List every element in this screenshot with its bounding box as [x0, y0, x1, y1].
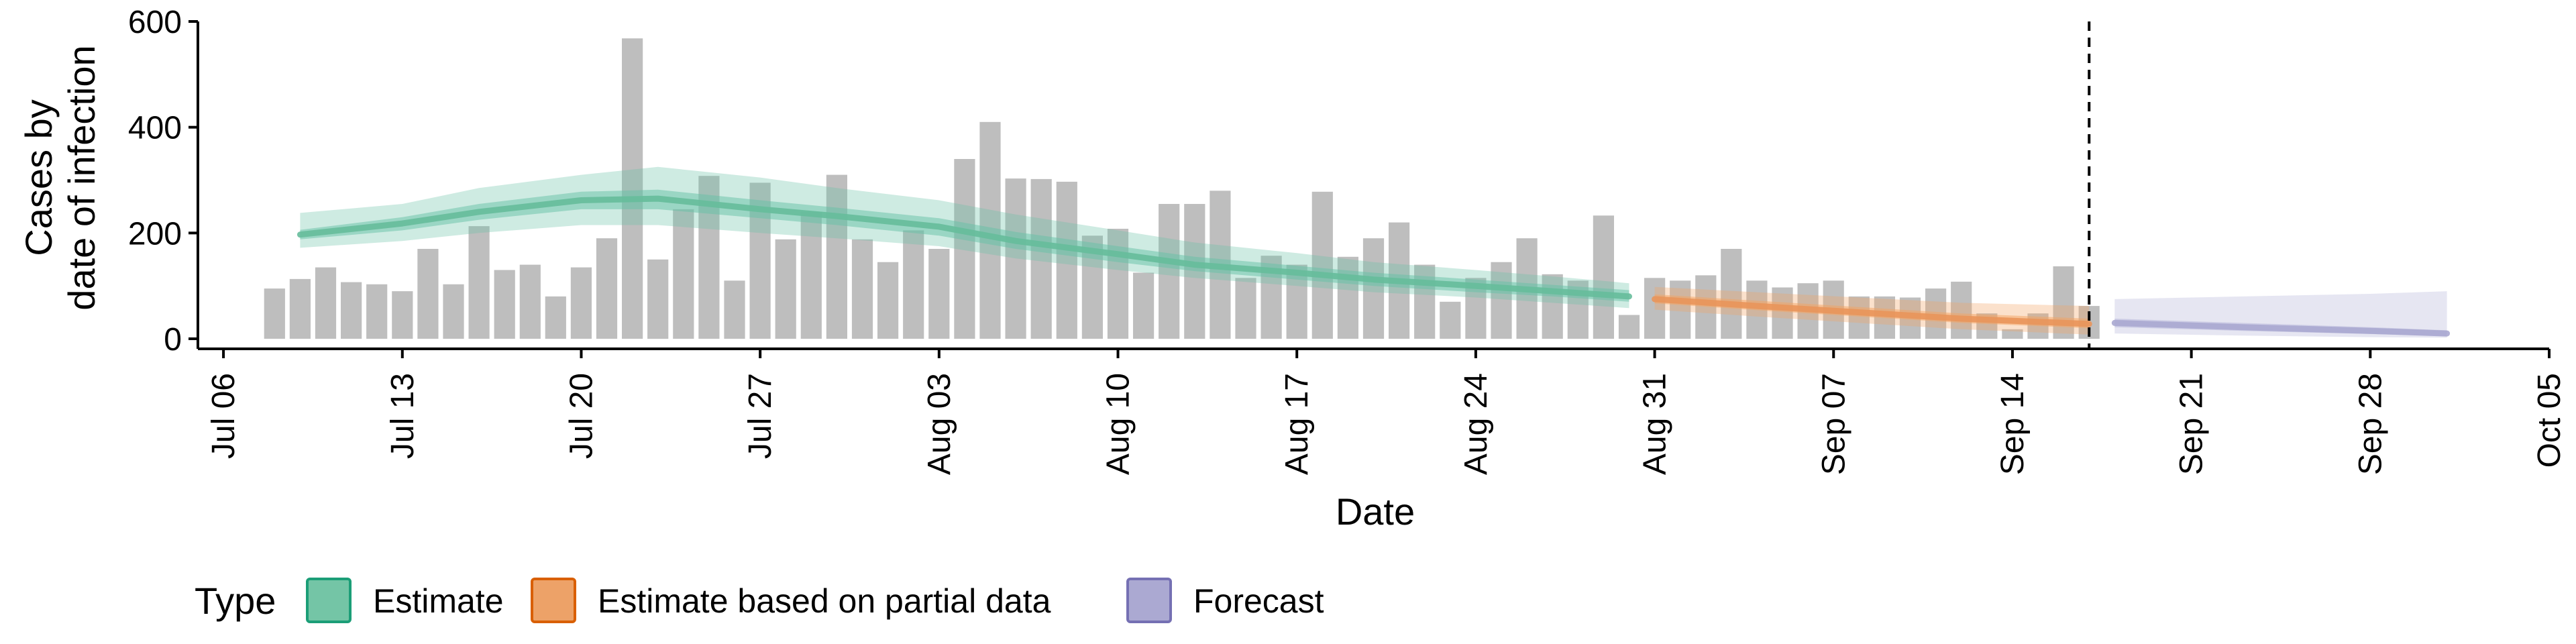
- case-bar: [1159, 204, 1180, 339]
- legend: Type Estimate Estimate based on partial …: [195, 578, 1324, 623]
- y-axis-title-line-1: Cases by: [17, 99, 60, 256]
- case-bar: [1951, 281, 1972, 339]
- case-bar: [1721, 249, 1742, 339]
- legend-label-partial: Estimate based on partial data: [598, 582, 1051, 620]
- case-bar: [570, 267, 592, 339]
- case-bar: [1362, 238, 1385, 339]
- case-bar: [468, 226, 490, 339]
- case-bar: [1311, 191, 1333, 339]
- legend-title: Type: [195, 580, 276, 622]
- x-ticks: Jul 06 Jul 13 Jul 20 Jul 27 Aug 03 Aug 10 Aug …: [206, 349, 2567, 475]
- case-bar: [494, 270, 515, 339]
- estimate-median-line: [297, 195, 1632, 300]
- x-tick-label: Aug 24: [1458, 373, 1494, 475]
- case-bar: [954, 159, 975, 339]
- x-tick-label: Sep 28: [2353, 373, 2388, 475]
- case-bar: [800, 211, 822, 339]
- case-bar: [673, 209, 694, 339]
- case-bar: [647, 259, 669, 339]
- x-tick-label: Sep 14: [1995, 373, 2031, 475]
- legend-key-forecast: [1126, 578, 1172, 623]
- forecast-median-line: [2111, 319, 2451, 337]
- case-bar: [928, 249, 950, 339]
- y-tick-label: 400: [128, 111, 182, 146]
- case-bar: [1133, 272, 1155, 339]
- case-bar: [545, 296, 566, 339]
- case-bar: [1848, 296, 1870, 339]
- case-bar: [1440, 301, 1461, 339]
- case-bar: [315, 267, 337, 339]
- case-bar: [903, 230, 924, 339]
- x-tick-label: Aug 10: [1101, 373, 1136, 475]
- case-bar: [1005, 178, 1026, 339]
- x-tick-label: Oct 05: [2532, 373, 2567, 468]
- partial-median-line: [1652, 296, 2092, 327]
- y-tick-label: 600: [128, 5, 182, 40]
- case-bar: [622, 38, 643, 339]
- case-bar: [1772, 287, 1793, 339]
- case-bar: [1030, 178, 1052, 339]
- case-bar: [596, 238, 618, 339]
- legend-label-estimate: Estimate: [373, 582, 504, 620]
- x-tick-label: Jul 13: [385, 373, 421, 459]
- x-axis-title: Date: [1336, 490, 1415, 533]
- case-bar: [1644, 278, 1666, 339]
- axes-layer: [197, 21, 2549, 350]
- case-bar: [1618, 315, 1640, 339]
- x-tick-label: Aug 31: [1638, 373, 1673, 475]
- x-tick-label: Jul 20: [564, 373, 599, 459]
- case-bar: [417, 249, 439, 339]
- case-bar: [443, 284, 464, 339]
- y-tick-label: 0: [164, 322, 182, 358]
- y-axis-title-line-2: date of infection: [60, 45, 103, 310]
- legend-key-estimate: [306, 578, 352, 623]
- case-bar: [775, 239, 796, 339]
- y-ticks: 0 200 400 600: [128, 5, 198, 358]
- bands-layer: [297, 166, 2451, 338]
- case-bar: [2002, 329, 2023, 339]
- legend-label-forecast: Forecast: [1193, 582, 1324, 620]
- legend-key-partial: [531, 578, 576, 623]
- case-bar: [341, 282, 362, 339]
- y-tick-label: 200: [128, 216, 182, 252]
- case-bar: [851, 239, 873, 339]
- case-bar: [519, 264, 541, 339]
- case-bar: [366, 284, 388, 339]
- case-bar: [289, 278, 311, 339]
- case-bar: [877, 262, 899, 339]
- case-bar: [264, 288, 285, 339]
- case-bar: [1670, 280, 1691, 339]
- case-bar: [1235, 278, 1256, 339]
- case-bar: [1056, 181, 1077, 339]
- x-tick-label: Jul 27: [743, 373, 778, 459]
- case-bar: [392, 291, 413, 339]
- x-tick-label: Sep 07: [1816, 373, 1851, 475]
- case-bar: [1593, 215, 1614, 339]
- y-axis-title: Cases by date of infection: [17, 45, 103, 310]
- x-tick-label: Sep 21: [2174, 373, 2210, 475]
- case-bar: [724, 280, 745, 339]
- x-tick-label: Jul 06: [206, 373, 241, 459]
- x-tick-label: Aug 03: [922, 373, 957, 475]
- x-tick-label: Aug 17: [1279, 373, 1315, 475]
- case-bar: [1491, 262, 1512, 339]
- case-bar: [826, 174, 847, 339]
